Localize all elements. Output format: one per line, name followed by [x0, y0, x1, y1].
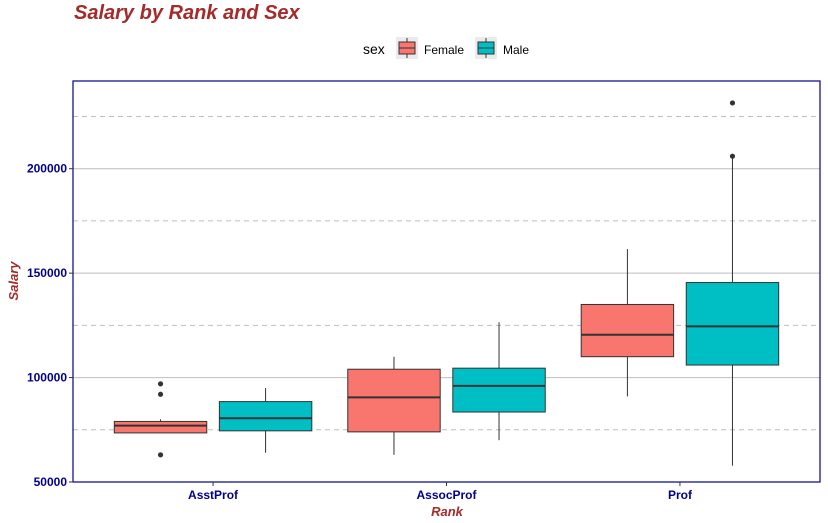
y-tick-label: 100000	[27, 371, 67, 385]
box-female-prof	[580, 249, 675, 397]
y-tick-label: 200000	[27, 162, 67, 176]
legend-label: Female	[424, 43, 464, 57]
box-iqr	[452, 367, 546, 413]
outlier-point	[157, 391, 164, 397]
x-tick-label: AssocProf	[416, 488, 477, 502]
legend-title: sex	[363, 41, 385, 57]
box-iqr	[218, 401, 313, 432]
box-female-assocprof	[347, 356, 441, 455]
legend-item-female: Female	[396, 37, 464, 59]
legend: sex Female Male	[363, 37, 529, 59]
y-tick-label: 50000	[34, 475, 68, 489]
x-tick-label: AsstProf	[188, 488, 239, 502]
box-iqr	[580, 303, 675, 358]
box-male-prof	[685, 100, 780, 466]
outlier-point	[157, 381, 164, 387]
outlier-point	[157, 452, 164, 458]
box-male-assocprof	[452, 322, 546, 441]
outlier-point	[729, 100, 736, 106]
box-male-asstprof	[218, 388, 313, 453]
chart-title: Salary by Rank and Sex	[74, 2, 301, 24]
box-iqr	[685, 282, 780, 366]
box-iqr	[347, 368, 441, 433]
x-tick-label: Prof	[668, 488, 693, 502]
box-iqr	[113, 420, 208, 434]
box-female-asstprof	[113, 381, 208, 458]
y-tick-label: 150000	[27, 266, 67, 280]
y-axis-title: Salary	[6, 261, 21, 301]
legend-label: Male	[503, 43, 529, 57]
outlier-point	[729, 153, 736, 159]
x-axis-title: Rank	[431, 504, 464, 519]
legend-item-male: Male	[475, 37, 529, 59]
